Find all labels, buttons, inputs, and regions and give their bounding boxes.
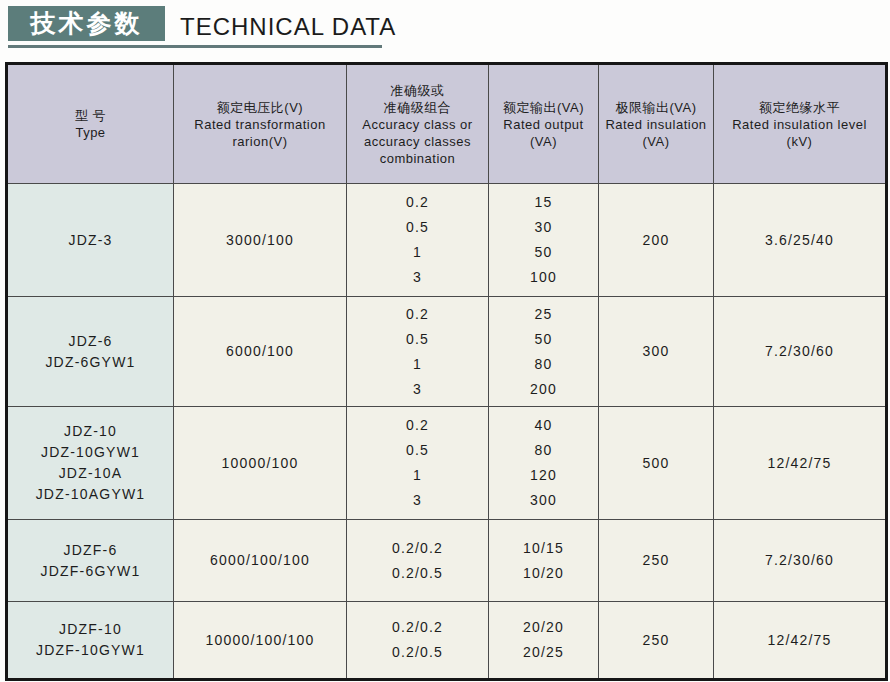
- cell-insulation-level: 12/42/75: [714, 602, 887, 680]
- cell-type: JDZF-10 JDZF-10GYW1: [7, 602, 174, 680]
- cell-limit-output: 250: [599, 602, 714, 680]
- cell-voltage-ratio: 6000/100: [174, 297, 347, 407]
- cell-rated-output: 20/20 20/25: [489, 602, 599, 680]
- title-underline: [8, 45, 382, 48]
- table-row: JDZF-6 JDZF-6GYW16000/100/1000.2/0.2 0.2…: [7, 520, 887, 602]
- page-title-en: TECHNICAL DATA: [174, 11, 402, 41]
- table-row: JDZ-6 JDZ-6GYW16000/1000.2 0.5 1 325 50 …: [7, 297, 887, 407]
- table-row: JDZ-10 JDZ-10GYW1 JDZ-10A JDZ-10AGYW1100…: [7, 407, 887, 520]
- cell-accuracy-class: 0.2/0.2 0.2/0.5: [347, 520, 489, 602]
- cell-insulation-level: 7.2/30/60: [714, 520, 887, 602]
- cell-limit-output: 250: [599, 520, 714, 602]
- cell-rated-output: 15 30 50 100: [489, 184, 599, 297]
- technical-data-table: 型 号 Type额定电压比(V) Rated transformation ra…: [5, 62, 888, 681]
- page-header: 技术参数 TECHNICAL DATA: [8, 6, 882, 54]
- column-header-rated-output: 额定输出(VA) Rated output (VA): [489, 64, 599, 184]
- table-row: JDZ-33000/1000.2 0.5 1 315 30 50 1002003…: [7, 184, 887, 297]
- table-row: JDZF-10 JDZF-10GYW110000/100/1000.2/0.2 …: [7, 602, 887, 680]
- cell-type: JDZ-6 JDZ-6GYW1: [7, 297, 174, 407]
- cell-limit-output: 300: [599, 297, 714, 407]
- cell-voltage-ratio: 3000/100: [174, 184, 347, 297]
- cell-type: JDZF-6 JDZF-6GYW1: [7, 520, 174, 602]
- cell-type: JDZ-3: [7, 184, 174, 297]
- cell-rated-output: 40 80 120 300: [489, 407, 599, 520]
- column-header-accuracy-class: 准确级或 准确级组合 Accuracy class or accuracy cl…: [347, 64, 489, 184]
- cell-insulation-level: 3.6/25/40: [714, 184, 887, 297]
- cell-rated-output: 25 50 80 200: [489, 297, 599, 407]
- cell-type: JDZ-10 JDZ-10GYW1 JDZ-10A JDZ-10AGYW1: [7, 407, 174, 520]
- cell-insulation-level: 12/42/75: [714, 407, 887, 520]
- header-row: 型 号 Type额定电压比(V) Rated transformation ra…: [7, 64, 887, 184]
- cell-voltage-ratio: 6000/100/100: [174, 520, 347, 602]
- cell-accuracy-class: 0.2 0.5 1 3: [347, 184, 489, 297]
- cell-accuracy-class: 0.2/0.2 0.2/0.5: [347, 602, 489, 680]
- column-header-voltage-ratio: 额定电压比(V) Rated transformation rarion(V): [174, 64, 347, 184]
- cell-rated-output: 10/15 10/20: [489, 520, 599, 602]
- column-header-limit-output: 极限输出(VA) Rated insulation (VA): [599, 64, 714, 184]
- cell-limit-output: 200: [599, 184, 714, 297]
- page-title-zh: 技术参数: [8, 6, 165, 41]
- datasheet-page: 技术参数 TECHNICAL DATA 型 号 Type额定电压比(V) Rat…: [0, 0, 890, 682]
- column-header-insulation-level: 额定绝缘水平 Rated insulation level (kV): [714, 64, 887, 184]
- cell-insulation-level: 7.2/30/60: [714, 297, 887, 407]
- column-header-type: 型 号 Type: [7, 64, 174, 184]
- cell-accuracy-class: 0.2 0.5 1 3: [347, 407, 489, 520]
- cell-limit-output: 500: [599, 407, 714, 520]
- cell-voltage-ratio: 10000/100: [174, 407, 347, 520]
- cell-voltage-ratio: 10000/100/100: [174, 602, 347, 680]
- cell-accuracy-class: 0.2 0.5 1 3: [347, 297, 489, 407]
